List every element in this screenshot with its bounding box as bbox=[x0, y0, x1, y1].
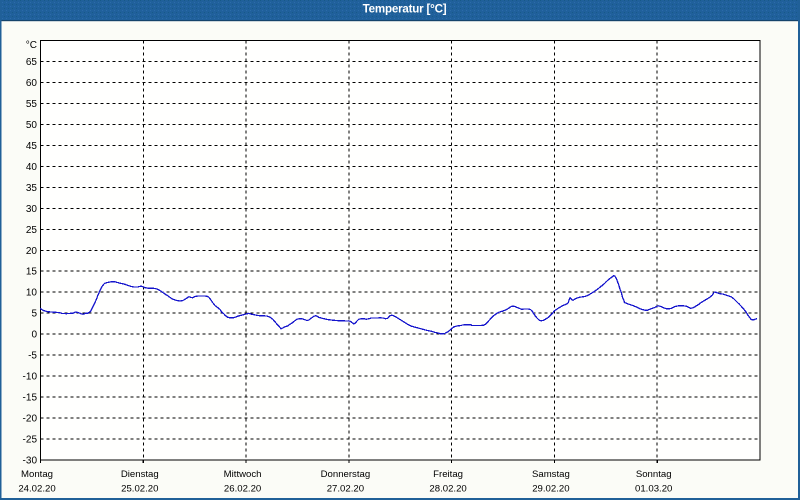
svg-text:-20: -20 bbox=[23, 414, 38, 425]
svg-text:°C: °C bbox=[26, 40, 37, 51]
svg-text:20: 20 bbox=[26, 246, 38, 257]
svg-text:-10: -10 bbox=[23, 372, 38, 383]
svg-text:45: 45 bbox=[26, 141, 38, 152]
svg-text:55: 55 bbox=[26, 99, 38, 110]
svg-text:60: 60 bbox=[26, 78, 38, 89]
svg-text:15: 15 bbox=[26, 267, 38, 278]
svg-text:28.02.20: 28.02.20 bbox=[429, 484, 466, 495]
svg-text:25: 25 bbox=[26, 225, 38, 236]
svg-text:25.02.20: 25.02.20 bbox=[121, 484, 158, 495]
svg-text:-5: -5 bbox=[28, 351, 37, 362]
svg-text:65: 65 bbox=[26, 57, 38, 68]
svg-text:30: 30 bbox=[26, 204, 38, 215]
svg-text:Samstag: Samstag bbox=[532, 469, 570, 480]
svg-text:-30: -30 bbox=[23, 456, 38, 467]
svg-text:01.03.20: 01.03.20 bbox=[635, 484, 672, 495]
svg-text:10: 10 bbox=[26, 288, 38, 299]
svg-text:Donnerstag: Donnerstag bbox=[321, 469, 371, 480]
svg-text:Temperatur [°C]: Temperatur [°C] bbox=[363, 2, 447, 15]
svg-text:24.02.20: 24.02.20 bbox=[18, 484, 55, 495]
svg-text:27.02.20: 27.02.20 bbox=[327, 484, 364, 495]
svg-text:0: 0 bbox=[31, 330, 37, 341]
svg-text:35: 35 bbox=[26, 183, 38, 194]
svg-text:Dienstag: Dienstag bbox=[121, 469, 159, 480]
svg-text:-25: -25 bbox=[23, 435, 38, 446]
svg-text:26.02.20: 26.02.20 bbox=[224, 484, 261, 495]
svg-text:Montag: Montag bbox=[21, 469, 53, 480]
svg-text:Sonntag: Sonntag bbox=[636, 469, 672, 480]
svg-text:Freitag: Freitag bbox=[433, 469, 463, 480]
svg-text:40: 40 bbox=[26, 162, 38, 173]
svg-text:Mittwoch: Mittwoch bbox=[224, 469, 262, 480]
svg-text:29.02.20: 29.02.20 bbox=[532, 484, 569, 495]
svg-text:5: 5 bbox=[31, 309, 37, 320]
svg-text:50: 50 bbox=[26, 120, 38, 131]
svg-text:-15: -15 bbox=[23, 393, 38, 404]
